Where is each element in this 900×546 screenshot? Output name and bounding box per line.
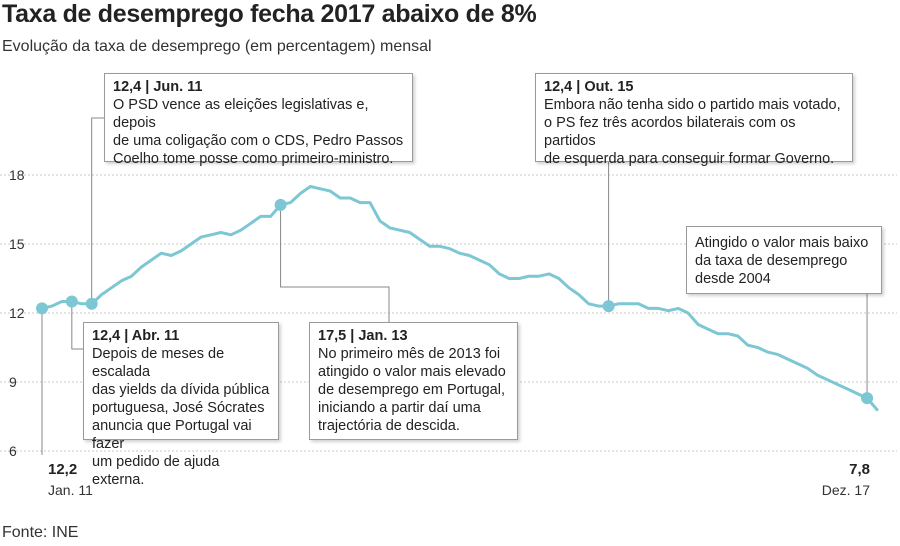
annotation-jan-13: 17,5 | Jan. 13 No primeiro mês de 2013 f… <box>309 322 518 440</box>
annotation-header: 17,5 | Jan. 13 <box>318 328 408 344</box>
annotation-text: Atingido o valor mais baixo da taxa de d… <box>695 235 869 287</box>
end-value-label: 7,8 <box>849 461 870 478</box>
annotation-out-15: 12,4 | Out. 15 Embora não tenha sido o p… <box>535 73 853 167</box>
marker-start <box>36 302 48 315</box>
annotation-header: 12,4 | Abr. 11 <box>92 328 180 344</box>
marker-dez17 <box>861 392 874 405</box>
annotation-header: 12,4 | Jun. 11 <box>113 79 203 95</box>
data-markers <box>36 198 874 405</box>
annotation-text: No primeiro mês de 2013 foi atingido o v… <box>318 346 506 434</box>
connector-jan13 <box>280 204 390 322</box>
source-note: Fonte: INE <box>2 524 79 541</box>
connector-jun11 <box>91 117 104 304</box>
y-tick-label: 15 <box>9 236 25 252</box>
start-date-label: Jan. 11 <box>48 482 93 498</box>
connector-abr11 <box>71 301 83 350</box>
series-line-unemployment-rate <box>40 185 879 412</box>
marker-jan13 <box>274 198 287 211</box>
chart-title: Taxa de desemprego fecha 2017 abaixo de … <box>2 0 537 28</box>
chart-subtitle: Evolução da taxa de desemprego (em perce… <box>2 38 432 55</box>
end-date-label: Dez. 17 <box>822 482 870 498</box>
annotation-dez-17: Atingido o valor mais baixo da taxa de d… <box>686 226 882 294</box>
y-tick-label: 18 <box>9 167 25 183</box>
annotation-text: Depois de meses de escalada das yields d… <box>92 346 270 488</box>
annotation-text: Embora não tenha sido o partido mais vot… <box>544 97 841 167</box>
y-tick-label: 12 <box>9 305 25 321</box>
annotation-abr-11: 12,4 | Abr. 11 Depois de meses de escala… <box>83 322 279 488</box>
annotation-connectors <box>41 117 868 455</box>
marker-jun11 <box>85 297 98 310</box>
annotation-header: 12,4 | Out. 15 <box>544 79 634 95</box>
annotation-text: O PSD vence as eleições legislativas e, … <box>113 97 404 167</box>
y-tick-label: 6 <box>9 443 17 459</box>
marker-out15 <box>602 300 615 313</box>
y-tick-label: 9 <box>9 374 17 390</box>
annotation-jun-11: 12,4 | Jun. 11 O PSD vence as eleições l… <box>104 73 413 167</box>
start-value-label: 12,2 <box>48 461 77 478</box>
marker-abr11 <box>65 295 78 308</box>
end-labels: 12,2 Jan. 11 7,8 Dez. 17 <box>48 461 870 498</box>
